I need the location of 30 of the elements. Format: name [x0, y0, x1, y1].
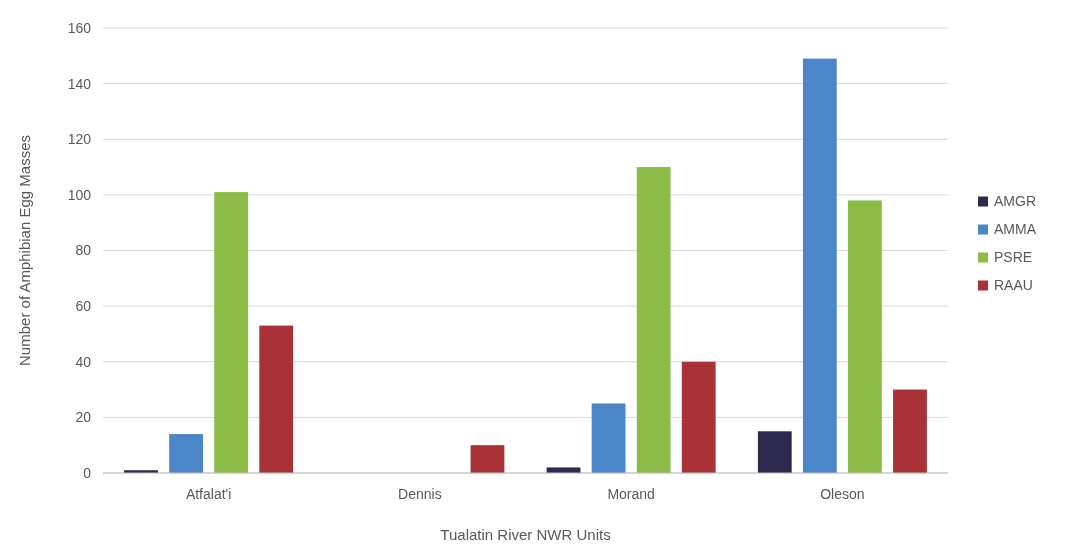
- x-tick-label: Dennis: [398, 486, 442, 502]
- bar: [591, 403, 626, 473]
- x-tick-label: Morand: [607, 486, 655, 502]
- y-tick-label: 40: [75, 353, 92, 370]
- bar: [636, 167, 671, 473]
- bar: [214, 192, 249, 473]
- y-tick-label: 120: [67, 131, 92, 148]
- y-tick-label: 60: [75, 298, 92, 315]
- legend-label: AMGR: [994, 193, 1036, 210]
- y-tick-label: 140: [67, 75, 92, 92]
- bar: [757, 431, 792, 473]
- y-tick-label: 80: [75, 242, 92, 259]
- x-tick-label: Oleson: [820, 486, 865, 502]
- legend-label: PSRE: [994, 249, 1033, 266]
- legend-label: RAAU: [994, 277, 1033, 294]
- y-tick-label: 0: [83, 464, 92, 481]
- bar: [893, 389, 927, 473]
- x-axis-title: Tualatin River NWR Units: [440, 526, 611, 543]
- bar: [259, 325, 294, 473]
- legend-label: AMMA: [994, 221, 1037, 238]
- bar: [470, 445, 505, 473]
- bar: [848, 200, 882, 473]
- bar: [802, 58, 837, 473]
- bar: [169, 434, 203, 473]
- y-tick-label: 100: [67, 186, 92, 203]
- x-tick-label: Atfalat'i: [185, 486, 232, 502]
- y-axis-title: Number of Amphibian Egg Masses: [16, 135, 33, 366]
- y-tick-label: 160: [67, 19, 92, 36]
- y-tick-label: 20: [75, 409, 92, 426]
- bar: [681, 361, 716, 473]
